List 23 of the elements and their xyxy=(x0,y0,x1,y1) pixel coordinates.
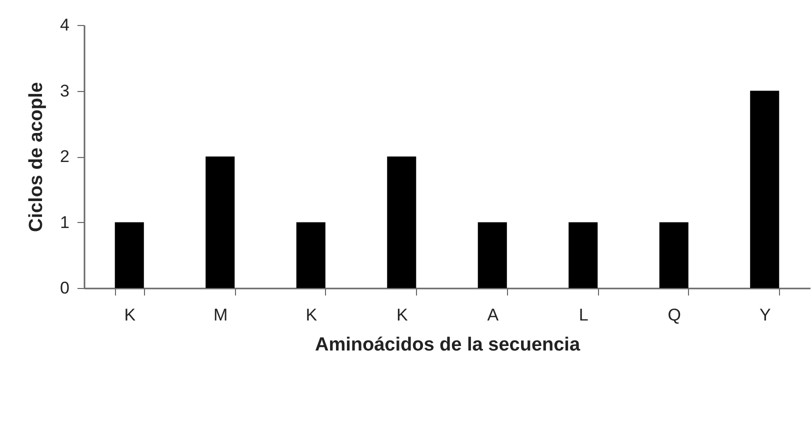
bar xyxy=(568,222,598,288)
x-axis-title: Aminoácidos de la secuencia xyxy=(314,334,580,356)
bar xyxy=(114,222,144,288)
y-axis-title: Ciclos de acople xyxy=(26,82,48,232)
x-tick-label: A xyxy=(487,306,500,324)
y-tick-label: 4 xyxy=(60,16,70,34)
bar xyxy=(387,156,416,288)
y-tick-label: 0 xyxy=(60,278,70,298)
bar xyxy=(478,222,507,288)
bar xyxy=(296,222,326,288)
y-tick-label: 3 xyxy=(60,81,70,100)
x-tick-label: K xyxy=(306,306,318,324)
x-tick-label: K xyxy=(124,306,136,324)
x-tick-label: M xyxy=(214,306,228,324)
bar xyxy=(659,222,688,288)
bar xyxy=(206,156,235,288)
x-tick-label: L xyxy=(578,306,588,324)
x-tick-label: K xyxy=(396,306,408,324)
bar xyxy=(750,90,780,288)
y-tick-label: 2 xyxy=(60,147,70,166)
y-tick-label: 1 xyxy=(60,212,70,232)
x-tick-label: Q xyxy=(668,306,681,324)
x-tick-label: Y xyxy=(759,306,771,324)
